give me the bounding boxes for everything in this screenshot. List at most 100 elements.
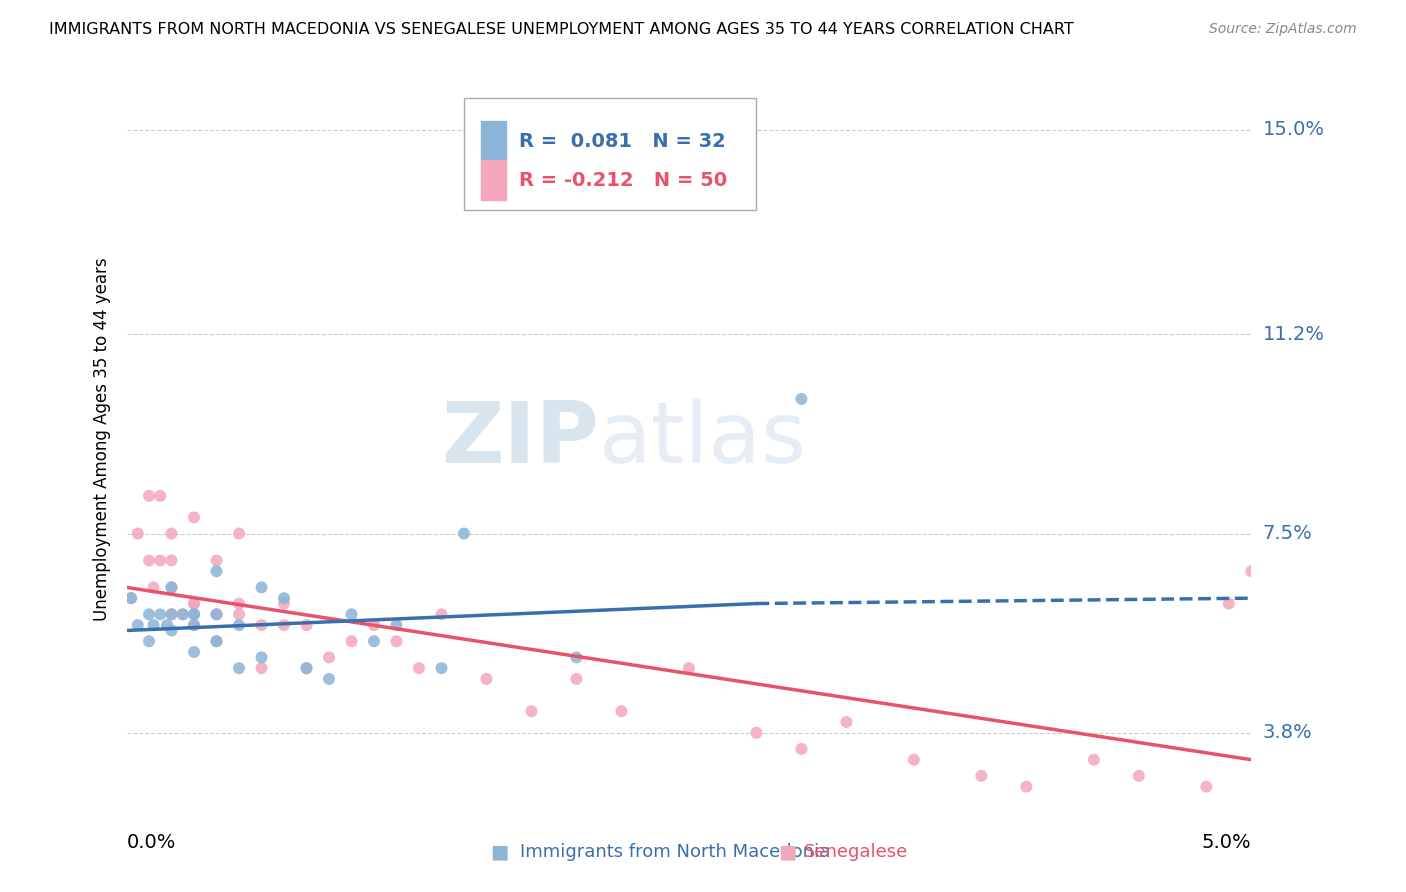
Point [156,618,179,632]
Point [205,634,228,648]
Text: 5.0%: 5.0% [1202,833,1251,853]
Point [183,597,205,611]
Point [430,607,453,622]
Point [228,597,250,611]
Point [295,661,318,675]
Point [160,581,183,595]
Point [205,607,228,622]
Point [160,624,183,638]
Point [1015,780,1038,794]
Text: R = -0.212   N = 50: R = -0.212 N = 50 [519,171,727,190]
Text: R =  0.081   N = 32: R = 0.081 N = 32 [519,132,725,151]
Point [120,591,142,606]
Point [183,645,205,659]
Point [183,607,205,622]
Point [385,618,408,632]
Point [160,553,183,567]
Text: ■: ■ [778,842,797,862]
Text: ZIP: ZIP [441,398,599,481]
Text: atlas: atlas [599,398,807,481]
Point [520,704,543,718]
Point [273,591,295,606]
Point [183,607,205,622]
Point [149,607,172,622]
Point [138,489,160,503]
Point [205,607,228,622]
Text: Source: ZipAtlas.com: Source: ZipAtlas.com [1209,22,1357,37]
FancyBboxPatch shape [464,97,756,211]
Point [160,607,183,622]
Point [250,650,273,665]
Text: 0.0%: 0.0% [127,833,176,853]
Point [149,553,172,567]
Point [183,597,205,611]
Point [183,618,205,632]
Text: 3.8%: 3.8% [1263,723,1312,742]
Point [1195,780,1218,794]
Point [273,597,295,611]
Point [385,634,408,648]
Point [1083,753,1105,767]
Point [318,672,340,686]
Point [160,607,183,622]
Point [565,672,588,686]
Point [138,607,160,622]
Point [1240,564,1263,578]
Point [172,607,194,622]
Point [160,581,183,595]
Point [120,591,142,606]
Point [340,607,363,622]
Point [790,742,813,756]
Point [138,634,160,648]
Text: 7.5%: 7.5% [1263,524,1312,543]
Point [745,726,768,740]
Text: ■: ■ [489,842,509,862]
Point [340,634,363,648]
Text: Immigrants from North Macedonia: Immigrants from North Macedonia [520,843,831,861]
Point [790,392,813,406]
Point [903,753,925,767]
Point [295,618,318,632]
Point [160,526,183,541]
Point [205,553,228,567]
Point [363,634,385,648]
Point [565,650,588,665]
Point [970,769,993,783]
Point [142,581,165,595]
Point [127,618,149,632]
Point [205,634,228,648]
Point [250,661,273,675]
Point [1128,769,1150,783]
Point [475,672,498,686]
Point [318,650,340,665]
Bar [481,121,506,161]
Point [142,618,165,632]
Point [430,661,453,675]
Text: IMMIGRANTS FROM NORTH MACEDONIA VS SENEGALESE UNEMPLOYMENT AMONG AGES 35 TO 44 Y: IMMIGRANTS FROM NORTH MACEDONIA VS SENEG… [49,22,1074,37]
Point [172,607,194,622]
Text: Senegalese: Senegalese [804,843,908,861]
Point [835,714,858,729]
Point [678,661,700,675]
Point [205,564,228,578]
Point [610,704,633,718]
Point [138,553,160,567]
Point [183,510,205,524]
Point [408,661,430,675]
Point [453,526,475,541]
Point [1218,597,1240,611]
Point [295,661,318,675]
Point [228,526,250,541]
Point [250,618,273,632]
Bar [481,161,506,201]
Point [363,618,385,632]
Point [228,618,250,632]
Point [183,618,205,632]
Text: 11.2%: 11.2% [1263,325,1324,343]
Point [228,661,250,675]
Text: 15.0%: 15.0% [1263,120,1324,139]
Point [250,581,273,595]
Y-axis label: Unemployment Among Ages 35 to 44 years: Unemployment Among Ages 35 to 44 years [93,258,111,621]
Point [127,526,149,541]
Point [273,618,295,632]
